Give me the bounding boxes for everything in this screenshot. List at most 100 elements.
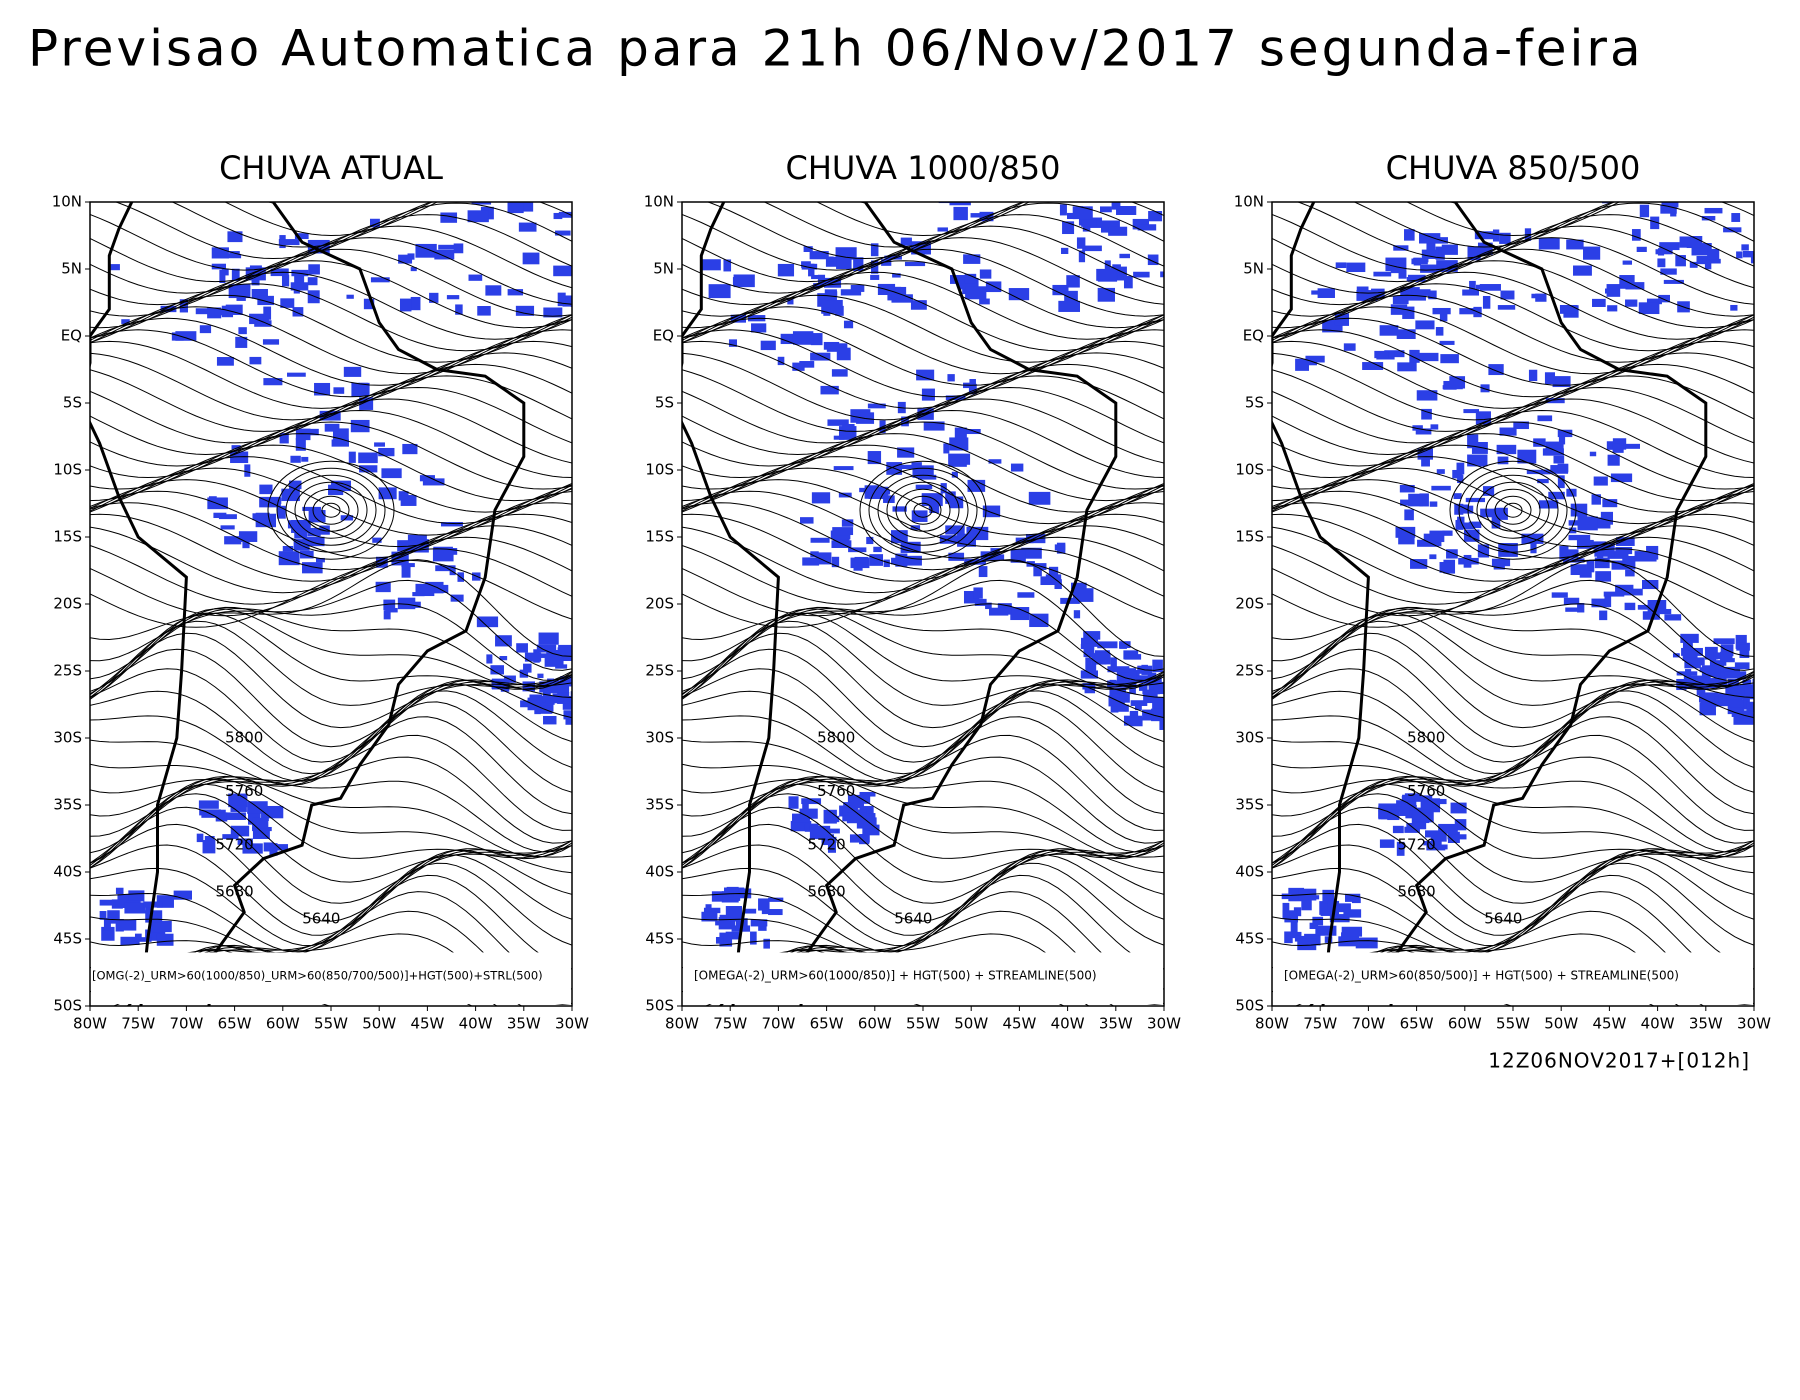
rain-patch: [1664, 614, 1682, 621]
streamline: [90, 874, 572, 970]
rain-patch: [1596, 550, 1604, 565]
rain-patch: [160, 305, 177, 313]
streamline: [90, 783, 572, 869]
rain-patch: [204, 836, 215, 841]
rain-patch: [358, 452, 378, 464]
rain-patch: [1463, 554, 1472, 568]
rain-patch: [1033, 566, 1042, 577]
rain-patch: [732, 277, 752, 286]
rain-patch: [1083, 631, 1101, 640]
rain-patch: [1399, 806, 1410, 816]
rain-patch: [799, 361, 815, 368]
height-contour-label: 5800: [1407, 729, 1445, 747]
rain-patch: [375, 581, 391, 593]
rain-patch: [1129, 710, 1139, 718]
rain-patch: [1736, 251, 1743, 259]
rain-patch: [252, 817, 269, 829]
rain-patch: [949, 202, 971, 206]
rain-patch: [1297, 938, 1317, 951]
streamline: [682, 716, 1164, 815]
rain-patch: [703, 907, 721, 914]
rain-patch: [1134, 700, 1142, 711]
lon-label: 50W: [954, 1015, 988, 1033]
rain-patch: [760, 340, 776, 351]
rain-patch: [363, 298, 375, 310]
rain-patch: [1603, 591, 1625, 597]
streamline: [90, 559, 572, 657]
streamline: [682, 620, 1164, 706]
rain-patch: [287, 520, 304, 529]
rain-patch: [1121, 668, 1137, 680]
rain-patch: [1496, 444, 1517, 455]
streamline: [1272, 375, 1754, 444]
rain-patch: [410, 296, 421, 311]
streamline: [1353, 202, 1616, 248]
rain-patch: [471, 202, 492, 205]
rain-patch: [1083, 643, 1095, 658]
rain-patch: [259, 484, 273, 495]
rain-patch: [958, 277, 979, 290]
streamline: [682, 559, 1164, 657]
rain-patch: [945, 525, 965, 535]
lat-label: 20S: [645, 595, 674, 613]
rain-patch: [1421, 453, 1430, 467]
rain-patch: [853, 257, 864, 272]
lon-label: 45W: [410, 1015, 444, 1033]
rain-patch: [1720, 651, 1732, 662]
rain-patch: [1396, 329, 1416, 339]
streamline: [682, 806, 1164, 904]
rain-patch: [324, 423, 340, 432]
rain-patch: [1604, 596, 1612, 608]
rain-patch: [1362, 362, 1384, 370]
lat-label: 10N: [52, 193, 82, 211]
map-panel: CHUVA ATUAL 5800 5760 5720 5680 5640 [OMG(-2)_…: [52, 149, 589, 1033]
rain-patch: [450, 594, 464, 602]
rain-patch: [1029, 613, 1049, 628]
rain-patch: [516, 643, 528, 653]
rain-patch: [1459, 308, 1481, 315]
lon-label: 75W: [1303, 1015, 1337, 1033]
streamline: [90, 398, 572, 467]
rain-patch: [897, 447, 915, 458]
rain-patch: [1704, 207, 1723, 214]
rain-patch: [1727, 705, 1743, 715]
rain-patch: [799, 808, 818, 819]
rain-patch: [1658, 294, 1670, 303]
rain-patch: [850, 284, 865, 292]
rain-patch: [1421, 408, 1432, 420]
streamline: [682, 317, 1164, 386]
rain-patch: [225, 304, 243, 315]
rain-patch: [201, 812, 222, 818]
streamline: [682, 603, 1164, 681]
lon-label: 30W: [555, 1015, 589, 1033]
lat-label: EQ: [1243, 327, 1264, 345]
rain-patch: [1724, 671, 1747, 679]
rain-patch: [1701, 665, 1721, 678]
rain-patch: [307, 527, 321, 537]
rain-patch: [1660, 205, 1677, 214]
rain-patch: [302, 506, 321, 511]
rain-patch: [1573, 265, 1592, 276]
streamline: [1272, 668, 1754, 763]
rain-patch: [1659, 242, 1680, 251]
rain-patch: [1568, 534, 1591, 541]
rain-patch: [1583, 246, 1601, 260]
rain-patch: [1435, 327, 1444, 336]
rain-patch: [859, 794, 871, 804]
rain-patch: [109, 264, 120, 271]
rain-patch: [1094, 652, 1111, 665]
panel-title: CHUVA 1000/850: [785, 149, 1060, 187]
rain-patch: [202, 840, 216, 854]
rain-patch: [1467, 454, 1488, 467]
rain-patch: [293, 539, 310, 551]
rain-patch: [231, 445, 241, 450]
streamline: [682, 306, 1164, 375]
rain-patch: [302, 562, 323, 574]
rain-patch: [290, 282, 309, 291]
vortex-line: [1458, 467, 1568, 553]
rain-patch: [238, 531, 258, 542]
rain-patch: [790, 820, 812, 832]
lon-label: 35W: [1689, 1015, 1723, 1033]
rain-patch: [937, 227, 948, 232]
rain-patch: [1378, 806, 1385, 819]
